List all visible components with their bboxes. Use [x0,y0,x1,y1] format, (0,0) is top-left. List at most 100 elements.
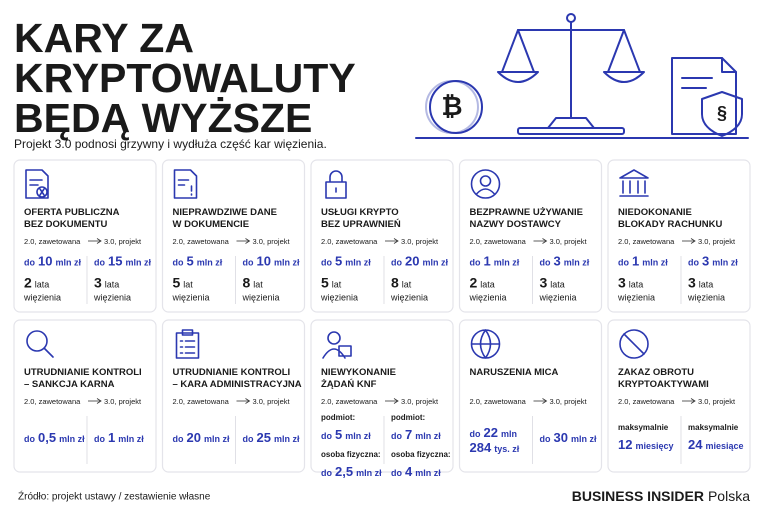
amount-unit: mln [501,429,517,439]
prison-number: 3 [618,275,626,291]
amount-unit: mln zł [55,258,81,268]
amount-unit: mln zł [125,258,151,268]
prison-unit: lat [253,280,263,290]
card-title: BEZPRAWNE UŻYWANIE [470,207,583,218]
amount-number: 24 [688,437,703,452]
prison-number: 2 [24,275,32,291]
subtitle: Projekt 3.0 podnosi grzywny i wydłuża cz… [14,137,327,151]
prison-term: 8 lat [391,275,412,291]
arrow-head [542,398,548,404]
penalty-card: UTRUDNIANIE KONTROLI– KARA ADMINISTRACYJ… [161,319,306,473]
fine-amount: do 20 mln zł [173,430,230,445]
amount-prefix: do [321,431,332,441]
prison-unit: lata [35,280,50,290]
amount-unit: mln zł [642,258,668,268]
fine-amount: do 0,5 mln zł [24,430,85,445]
amount-unit: mln zł [415,431,441,441]
amount-number: 284 [470,440,492,455]
prison-number: 5 [321,275,329,291]
amount-prefix: do [391,468,402,478]
amount-prefix: do [470,258,481,268]
card-background [310,319,454,473]
fine-amount: do 10 mln zł [24,254,81,269]
amount-unit: mln zł [571,434,597,444]
amount-prefix: do [173,258,184,268]
prison-label: więzienia [539,293,577,303]
amount-unit: mln zł [356,468,382,478]
fine-amount: do 10 mln zł [243,254,300,269]
scales-illustration [415,13,749,139]
title-line: BĘDĄ WYŻSZE [14,95,312,141]
version-old: 2.0, zawetowana [321,237,378,246]
card-icon [26,330,54,358]
amount-unit: mln zł [345,431,371,441]
amount-number: 1 [632,254,639,269]
source-note: Źródło: projekt ustawy / zestawienie wła… [18,490,211,503]
prison-label: więzienia [469,293,507,303]
card-icon [619,329,649,359]
version-old: 2.0, zawetowana [173,237,230,246]
amount-unit: mln zł [197,258,223,268]
amount-prefix: do [391,431,402,441]
card-background [607,319,751,473]
prison-number: 2 [470,275,478,291]
version-new: 3.0, projekt [698,237,736,246]
version-new: 3.0, projekt [104,237,142,246]
amount-unit: tys. zł [494,444,520,454]
version-new: 3.0, projekt [401,397,439,406]
prison-label: więzienia [242,293,280,303]
penalty-card: UTRUDNIANIE KONTROLI– SANKCJA KARNA 2.0, … [13,319,157,473]
arrow-head [542,238,548,244]
card-title: NIEDOKONANIE [618,207,692,218]
amount-caption: podmiot: [391,413,425,422]
prison-term: 3 lata [688,275,713,291]
amount-unit: miesięcy [635,441,673,451]
title-line: KRYPTOWALUTY [14,55,356,101]
fine-amount-continued: 284 tys. zł [470,440,520,455]
amount-prefix: do [470,429,481,439]
amount-number: 15 [108,254,122,269]
prison-label: więzienia [687,293,725,303]
version-new: 3.0, projekt [253,397,291,406]
amount-unit: mln zł [274,258,300,268]
card-title: – KARA ADMINISTRACYJNA [173,379,302,390]
amount-prefix: do [321,258,332,268]
amount-prefix: do [391,258,402,268]
amount-number: 1 [108,430,115,445]
amount-prefix: do [94,434,105,444]
amount-caption: maksymalnie [688,423,739,432]
amount-unit: mln zł [494,258,520,268]
shield-symbol: § [717,103,727,123]
prison-number: 3 [94,275,102,291]
prison-number: 8 [243,275,251,291]
version-old: 2.0, zawetowana [618,237,675,246]
card-title: OFERTA PUBLICZNA [24,207,120,218]
prison-unit: lat [183,280,193,290]
amount-caption: maksymalnie [618,423,669,432]
amount-number: 20 [405,254,419,269]
arrow-head [96,398,102,404]
prison-number: 8 [391,275,399,291]
arrow-head [245,238,251,244]
amount-number: 2,5 [335,464,353,479]
prison-label: więzienia [390,293,428,303]
fine-amount: do 25 mln zł [243,430,300,445]
version-old: 2.0, zawetowana [173,397,230,406]
version-new: 3.0, projekt [253,237,291,246]
amount-unit: mln zł [345,258,371,268]
fine-amount: do 5 mln zł [173,254,223,269]
amount-number: 22 [484,425,498,440]
card-icon [25,169,49,199]
card-icon [173,169,198,199]
fine-amount: 24 miesiące [688,437,744,452]
prison-term: 3 lata [540,275,565,291]
version-old: 2.0, zawetowana [470,397,527,406]
amount-unit: mln zł [422,258,448,268]
amount-prefix: do [243,434,254,444]
prison-label: więzienia [93,293,131,303]
amount-number: 20 [187,430,201,445]
